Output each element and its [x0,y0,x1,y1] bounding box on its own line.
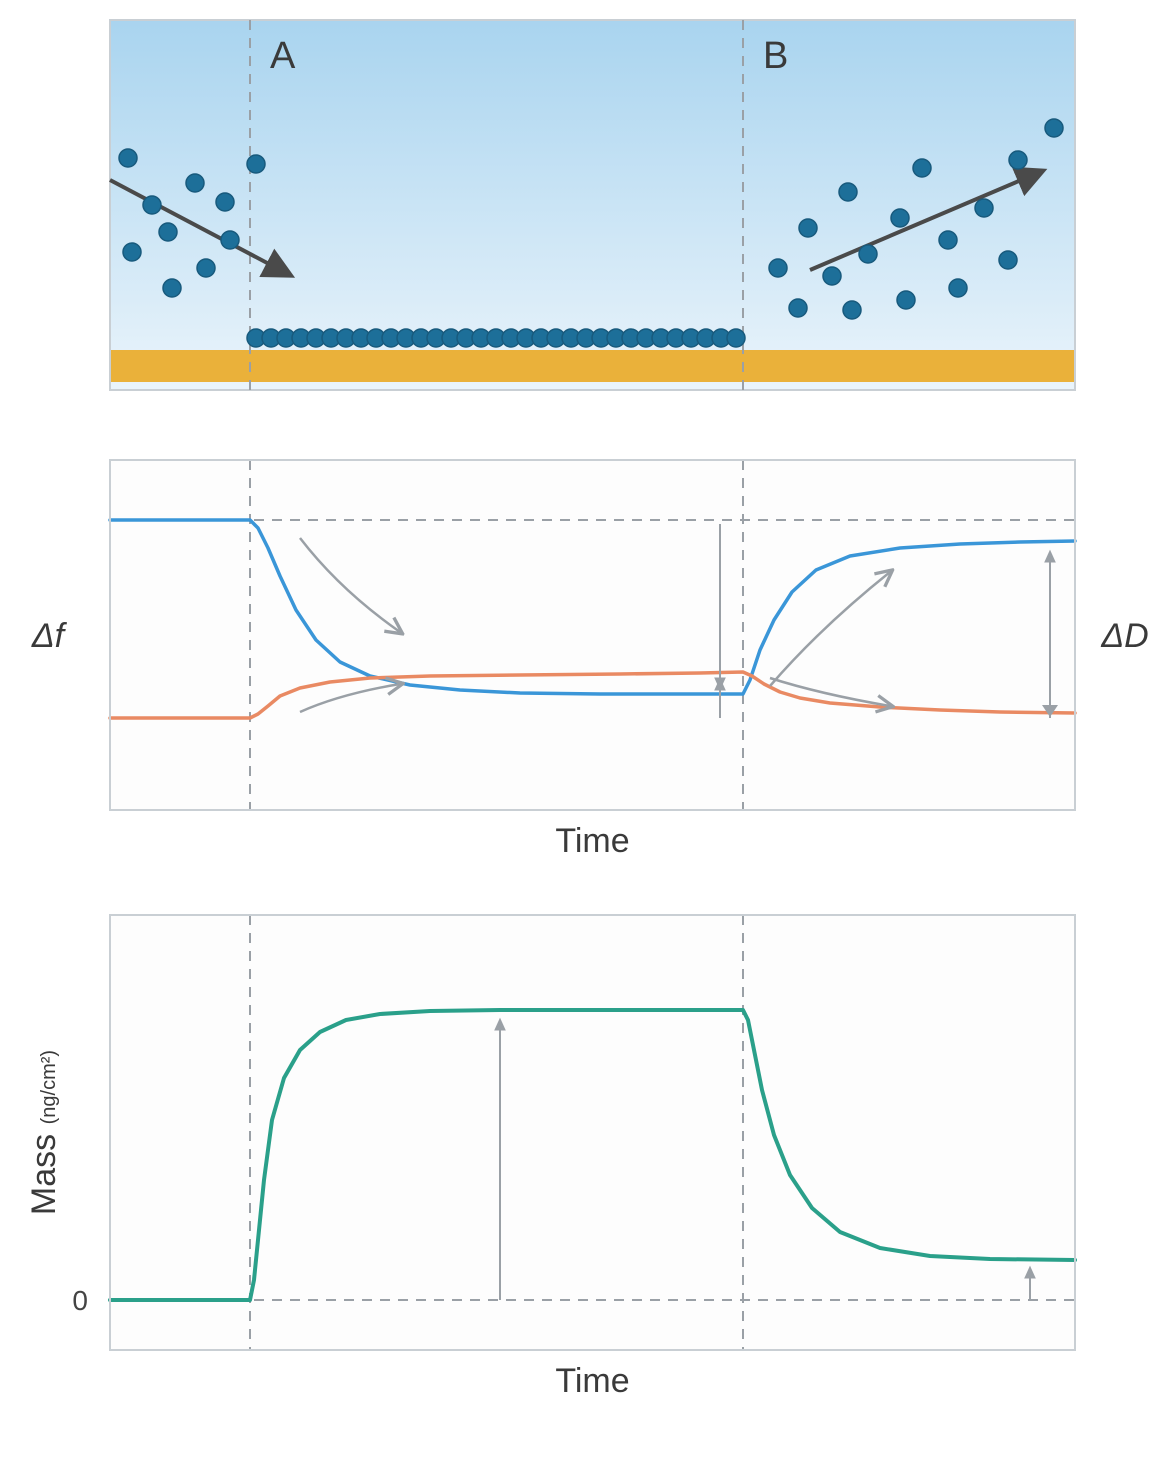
qcm-d-diagram: AB TimeΔfΔD Time0Mass (ng/cm²) [0,0,1158,1471]
particle [123,243,141,261]
particle [1045,119,1063,137]
particle [843,301,861,319]
particle [823,267,841,285]
particle [221,231,239,249]
mass-panel: Time 0 Mass (ng/cm²) [25,915,1075,1400]
delta-f-label: Δf [31,617,68,655]
particle [897,291,915,309]
particle [859,245,877,263]
particle [839,183,857,201]
particle [186,174,204,192]
mass-ylabel: Mass (ng/cm²) [25,1050,63,1215]
particle [999,251,1017,269]
particle [163,279,181,297]
particle [1009,151,1027,169]
particle [727,329,745,347]
event-B-label: B [763,35,788,77]
delta-d-label: ΔD [1100,617,1148,655]
diagram-svg: AB TimeΔfΔD Time0Mass (ng/cm²) [0,0,1158,1471]
panel2-xlabel: Time [555,822,629,860]
particle [799,219,817,237]
particle [159,223,177,241]
particle [949,279,967,297]
particle [769,259,787,277]
schematic-panel: AB [110,20,1075,390]
event-A-label: A [270,35,296,77]
zero-label: 0 [72,1285,88,1316]
particle [975,199,993,217]
particle [891,209,909,227]
particle [197,259,215,277]
particle [913,159,931,177]
particle [216,193,234,211]
panel3-xlabel: Time [555,1362,629,1400]
particle [119,149,137,167]
freq-dissipation-panel: Time Δf ΔD [31,460,1149,860]
particle [939,231,957,249]
particle [789,299,807,317]
particle [247,155,265,173]
particle [143,196,161,214]
